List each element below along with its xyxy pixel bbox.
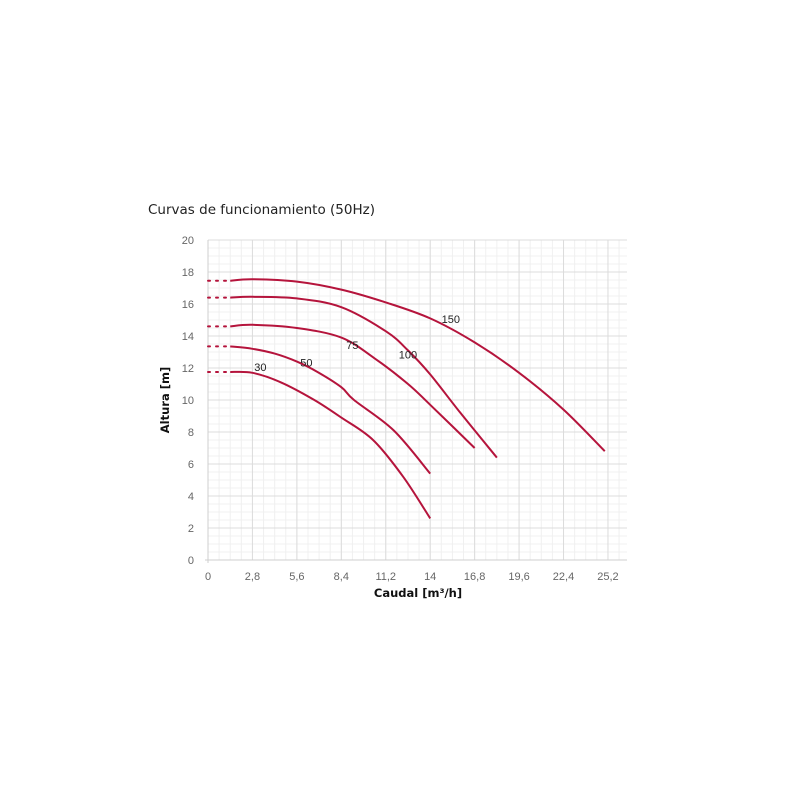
y-tick-label: 8	[188, 427, 194, 439]
y-tick-label: 18	[182, 267, 194, 279]
y-tick-label: 0	[188, 555, 194, 567]
x-tick-label: 22,4	[553, 571, 574, 583]
x-tick-label: 5,6	[289, 571, 304, 583]
curve-label-30: 30	[254, 362, 266, 374]
curve-label-50: 50	[300, 357, 312, 369]
y-tick-label: 12	[182, 363, 194, 375]
y-tick-label: 10	[182, 395, 194, 407]
curve-50	[230, 345, 431, 475]
x-tick-label: 19,6	[508, 571, 529, 583]
curve-label-100: 100	[399, 349, 417, 361]
curve-75	[230, 323, 476, 449]
curve-label-75: 75	[346, 340, 358, 352]
y-tick-label: 14	[182, 331, 194, 343]
curves: 150 100 75 50 30	[207, 278, 606, 519]
y-tick-label: 6	[188, 459, 194, 471]
y-tick-label: 2	[188, 523, 194, 535]
x-tick-label: 11,2	[375, 571, 396, 583]
grid	[207, 239, 627, 561]
y-tick-label: 16	[182, 299, 194, 311]
curve-30	[230, 370, 432, 519]
chart-title: Curvas de funcionamiento (50Hz)	[148, 202, 375, 218]
curve-100	[230, 295, 498, 459]
x-tick-label: 14	[424, 571, 436, 583]
x-tick-label: 16,8	[464, 571, 485, 583]
x-tick-label: 2,8	[245, 571, 260, 583]
curve-label-150: 150	[442, 314, 460, 326]
y-tick-label: 20	[182, 235, 194, 247]
x-axis-label: Caudal [m³/h]	[374, 586, 462, 600]
x-tick-label: 0	[205, 571, 211, 583]
axes: 0 2,8 5,6 8,4 11,2 14 16,8 19,6 22,4 25,2 0 2 4 6 8 10 1…	[182, 235, 627, 583]
y-axis-label: Altura [m]	[158, 367, 172, 433]
curve-150	[230, 278, 606, 452]
x-tick-label: 25,2	[597, 571, 618, 583]
x-tick-label: 8,4	[334, 571, 349, 583]
y-tick-label: 4	[188, 491, 194, 503]
